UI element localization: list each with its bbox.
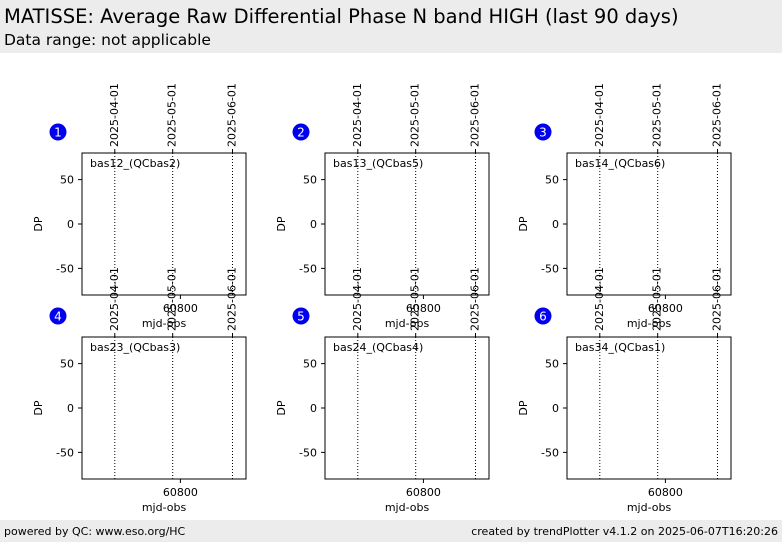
x-axis-label: mjd-obs xyxy=(142,501,187,514)
x-axis-label: mjd-obs xyxy=(142,317,187,330)
footer-credit: powered by QC: www.eso.org/HC xyxy=(4,525,186,538)
date-label: 2025-06-01 xyxy=(468,83,481,147)
y-tick-label: 0 xyxy=(67,218,74,231)
panel-label: bas12_(QCbas2) xyxy=(90,157,180,170)
y-tick-label: 50 xyxy=(303,358,317,371)
y-axis-label: DP xyxy=(275,216,288,231)
panel-label: bas23_(QCbas3) xyxy=(90,341,180,354)
y-axis-label: DP xyxy=(32,216,45,231)
date-label: 2025-04-01 xyxy=(593,83,606,147)
panel-badge xyxy=(292,123,310,141)
date-label: 2025-05-01 xyxy=(651,83,664,147)
x-axis-label: mjd-obs xyxy=(385,501,430,514)
panel-label: bas13_(QCbas5) xyxy=(333,157,423,170)
y-tick-label: -50 xyxy=(56,262,74,275)
x-tick-label: 60800 xyxy=(648,486,683,499)
page-header: MATISSE: Average Raw Differential Phase … xyxy=(0,0,782,53)
date-label: 2025-04-01 xyxy=(351,83,364,147)
y-tick-label: -50 xyxy=(299,262,317,275)
y-tick-label: -50 xyxy=(541,446,559,459)
plot-frame xyxy=(324,336,490,480)
panel-label: bas14_(QCbas6) xyxy=(575,157,665,170)
y-tick-label: 0 xyxy=(310,218,317,231)
y-tick-label: 50 xyxy=(545,358,559,371)
date-label: 2025-04-01 xyxy=(351,267,364,331)
y-tick-label: -50 xyxy=(56,446,74,459)
x-axis-label: mjd-obs xyxy=(627,501,672,514)
y-tick-label: 50 xyxy=(303,174,317,187)
x-tick-label: 60800 xyxy=(406,486,441,499)
date-label: 2025-06-01 xyxy=(710,267,723,331)
panel-badge-number: 5 xyxy=(297,310,305,324)
page-footer: powered by QC: www.eso.org/HC created by… xyxy=(0,520,782,542)
y-tick-label: -50 xyxy=(299,446,317,459)
date-label: 2025-06-01 xyxy=(710,83,723,147)
y-axis-label: DP xyxy=(32,400,45,415)
y-tick-label: 50 xyxy=(545,174,559,187)
y-tick-label: -50 xyxy=(541,262,559,275)
date-label: 2025-05-01 xyxy=(651,267,664,331)
x-tick-label: 60800 xyxy=(163,486,198,499)
panel-badge xyxy=(534,123,552,141)
y-axis-label: DP xyxy=(275,400,288,415)
y-tick-label: 50 xyxy=(60,358,74,371)
panel-badge-number: 3 xyxy=(539,126,547,140)
date-label: 2025-06-01 xyxy=(468,267,481,331)
x-axis-label: mjd-obs xyxy=(627,317,672,330)
panel-badge xyxy=(534,307,552,325)
page-title: MATISSE: Average Raw Differential Phase … xyxy=(4,5,679,28)
plot-frame xyxy=(81,336,247,480)
date-label: 2025-04-01 xyxy=(108,83,121,147)
panel-badge xyxy=(292,307,310,325)
date-label: 2025-06-01 xyxy=(225,267,238,331)
x-axis-label: mjd-obs xyxy=(385,317,430,330)
date-label: 2025-05-01 xyxy=(166,83,179,147)
y-axis-label: DP xyxy=(517,216,530,231)
x-tick-label: 60800 xyxy=(648,302,683,315)
date-label: 2025-05-01 xyxy=(166,267,179,331)
panel-badge xyxy=(49,307,67,325)
panel-badge-number: 4 xyxy=(54,310,62,324)
chart-grid: 1 2025-04-01 2025-05-01 2025-06-01500-50608… xyxy=(32,83,732,514)
panel-badge xyxy=(49,123,67,141)
y-tick-label: 0 xyxy=(310,402,317,415)
date-label: 2025-04-01 xyxy=(108,267,121,331)
page-subtitle: Data range: not applicable xyxy=(4,31,211,49)
date-label: 2025-06-01 xyxy=(225,83,238,147)
panel-label: bas24_(QCbas4) xyxy=(333,341,423,354)
x-tick-label: 60800 xyxy=(406,302,441,315)
y-tick-label: 50 xyxy=(60,174,74,187)
date-label: 2025-05-01 xyxy=(409,83,422,147)
panel-badge-number: 1 xyxy=(54,126,62,140)
footer-created: created by trendPlotter v4.1.2 on 2025-0… xyxy=(471,525,778,538)
panel-badge-number: 6 xyxy=(539,310,547,324)
date-label: 2025-04-01 xyxy=(593,267,606,331)
y-tick-label: 0 xyxy=(552,402,559,415)
plot-frame xyxy=(324,152,490,296)
panel-badge-number: 2 xyxy=(297,126,305,140)
x-tick-label: 60800 xyxy=(163,302,198,315)
plot-frame xyxy=(81,152,247,296)
y-tick-label: 0 xyxy=(552,218,559,231)
plot-frame xyxy=(566,152,732,296)
y-axis-label: DP xyxy=(517,400,530,415)
date-label: 2025-05-01 xyxy=(409,267,422,331)
plot-frame xyxy=(566,336,732,480)
panel-label: bas34_(QCbas1) xyxy=(575,341,665,354)
y-tick-label: 0 xyxy=(67,402,74,415)
